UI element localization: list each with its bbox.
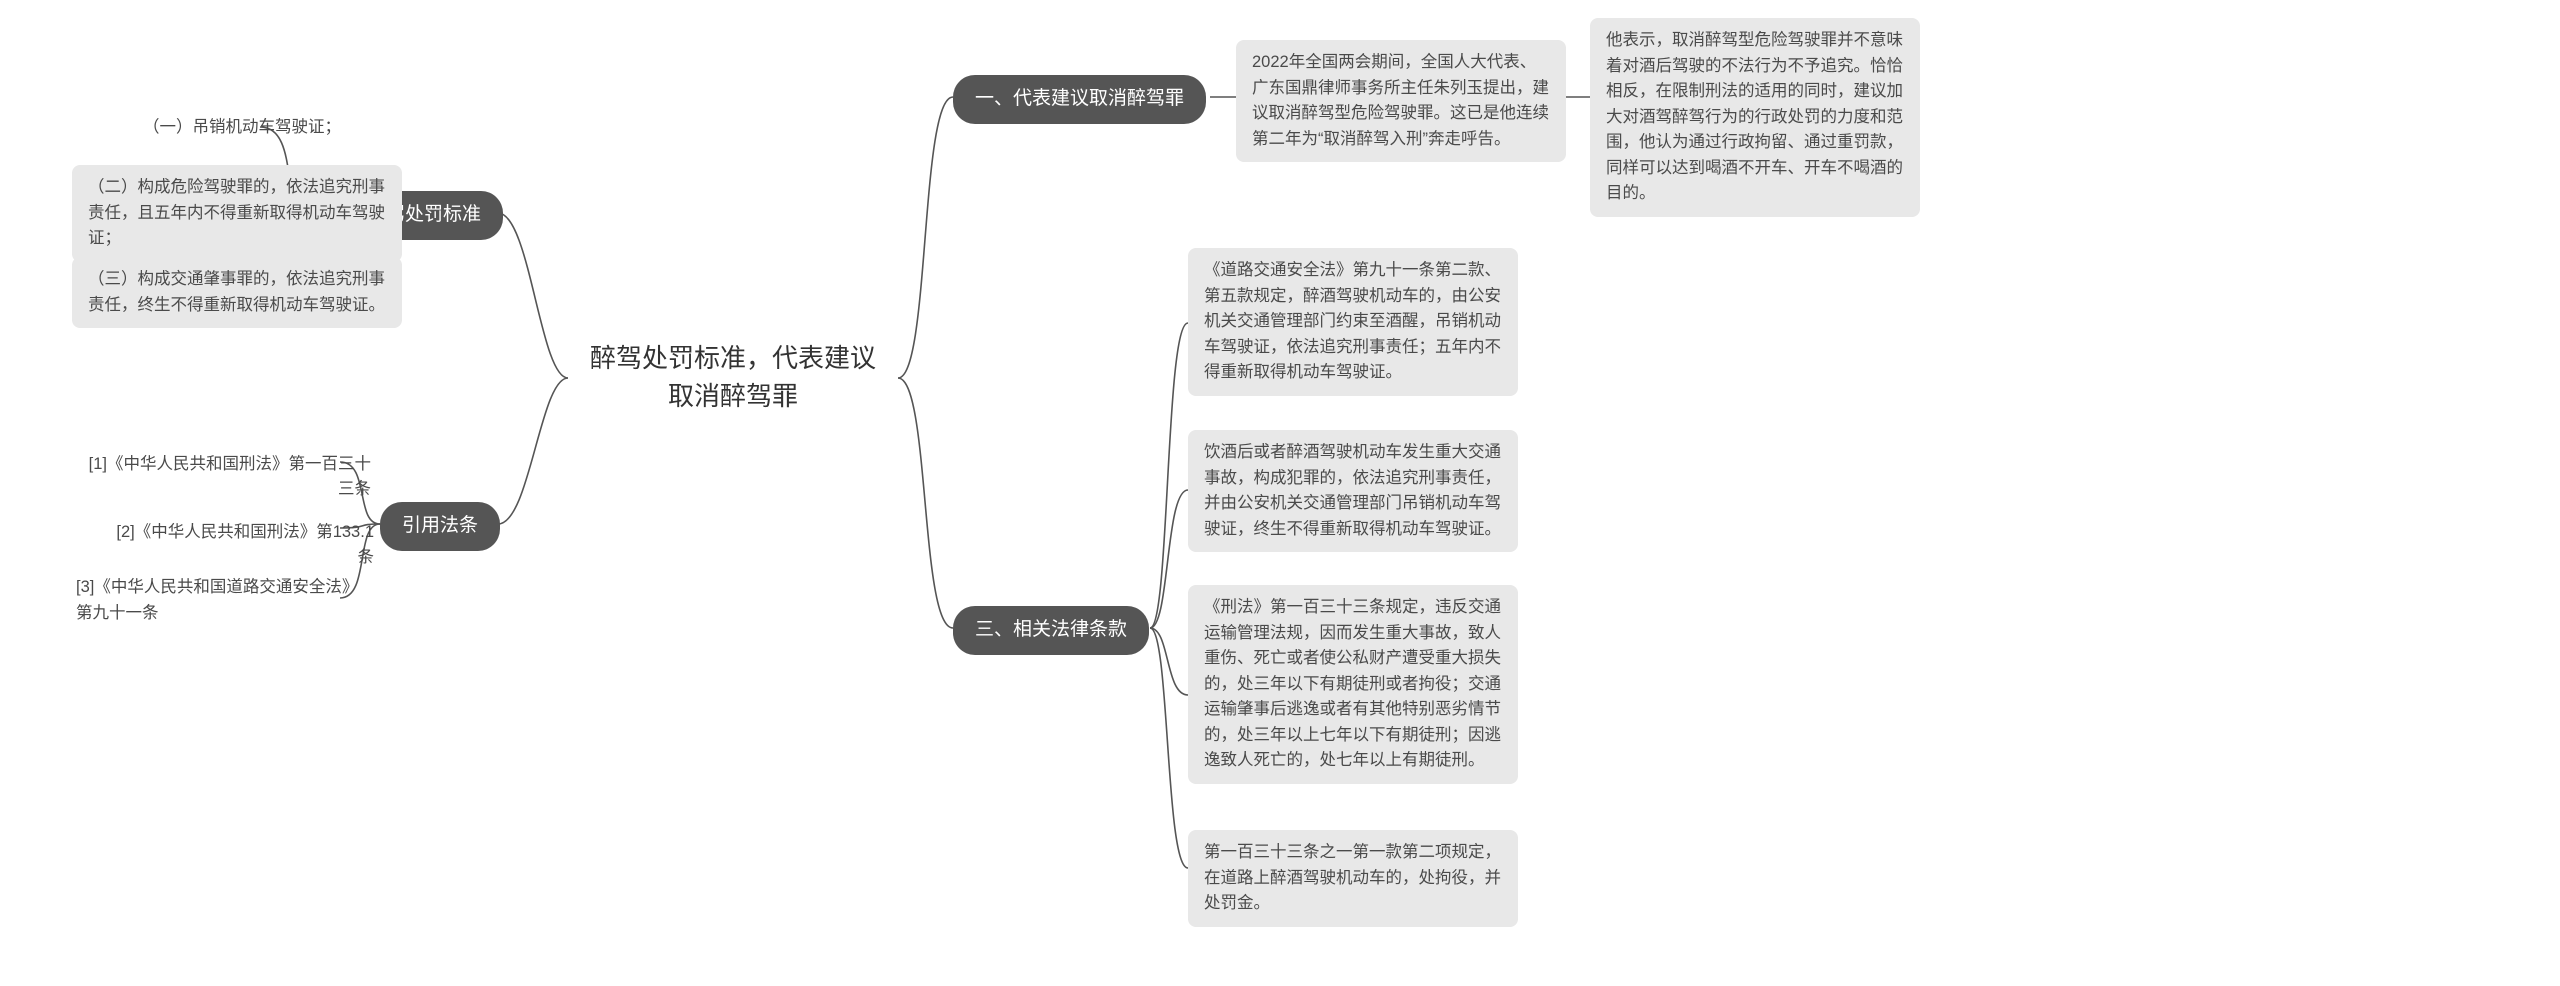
leaf-b3-1-text: 《道路交通安全法》第九十一条第二款、第五款规定，醉酒驾驶机动车的，由公安机关交通…	[1204, 261, 1501, 381]
leaf-b2-1-text: （一）吊销机动车驾驶证；	[143, 118, 341, 136]
root-line2: 取消醉驾罪	[668, 381, 798, 411]
leaf-b3-2-text: 饮酒后或者醉酒驾驶机动车发生重大交通事故，构成犯罪的，依法追究刑事责任，并由公安…	[1204, 443, 1501, 538]
leaf-b2-2: （二）构成危险驾驶罪的，依法追究刑事责任，且五年内不得重新取得机动车驾驶证；	[72, 165, 402, 262]
leaf-b1-1-text: 2022年全国两会期间，全国人大代表、广东国鼎律师事务所主任朱列玉提出，建议取消…	[1252, 53, 1549, 148]
leaf-b4-1: [1]《中华人民共和国刑法》第一百三十三条	[67, 442, 387, 512]
leaf-b1-2: 他表示，取消醉驾型危险驾驶罪并不意味着对酒后驾驶的不法行为不予追究。恰恰相反，在…	[1590, 18, 1920, 217]
leaf-b3-4-text: 第一百三十三条之一第一款第二项规定，在道路上醉酒驾驶机动车的，处拘役，并处罚金。	[1204, 843, 1501, 912]
branch-4-label: 引用法条	[402, 515, 478, 536]
leaf-b2-1: （一）吊销机动车驾驶证；	[127, 105, 382, 150]
leaf-b4-3: [3]《中华人民共和国道路交通安全法》第九十一条	[60, 565, 390, 636]
branch-4[interactable]: 引用法条	[380, 502, 500, 551]
leaf-b3-3: 《刑法》第一百三十三条规定，违反交通运输管理法规，因而发生重大事故，致人重伤、死…	[1188, 585, 1518, 784]
leaf-b4-3-text: [3]《中华人民共和国道路交通安全法》第九十一条	[76, 578, 358, 622]
branch-3-label: 三、相关法律条款	[975, 619, 1127, 640]
root-node: 醉驾处罚标准，代表建议 取消醉驾罪	[568, 340, 898, 415]
leaf-b1-2-text: 他表示，取消醉驾型危险驾驶罪并不意味着对酒后驾驶的不法行为不予追究。恰恰相反，在…	[1606, 31, 1903, 202]
leaf-b3-1: 《道路交通安全法》第九十一条第二款、第五款规定，醉酒驾驶机动车的，由公安机关交通…	[1188, 248, 1518, 396]
leaf-b2-3: （三）构成交通肇事罪的，依法追究刑事责任，终生不得重新取得机动车驾驶证。	[72, 257, 402, 328]
branch-3[interactable]: 三、相关法律条款	[953, 606, 1149, 655]
leaf-b3-4: 第一百三十三条之一第一款第二项规定，在道路上醉酒驾驶机动车的，处拘役，并处罚金。	[1188, 830, 1518, 927]
leaf-b1-1: 2022年全国两会期间，全国人大代表、广东国鼎律师事务所主任朱列玉提出，建议取消…	[1236, 40, 1566, 162]
branch-1[interactable]: 一、代表建议取消醉驾罪	[953, 75, 1206, 124]
leaf-b2-3-text: （三）构成交通肇事罪的，依法追究刑事责任，终生不得重新取得机动车驾驶证。	[88, 270, 385, 314]
leaf-b3-2: 饮酒后或者醉酒驾驶机动车发生重大交通事故，构成犯罪的，依法追究刑事责任，并由公安…	[1188, 430, 1518, 552]
leaf-b4-1-text: [1]《中华人民共和国刑法》第一百三十三条	[89, 455, 371, 498]
leaf-b3-3-text: 《刑法》第一百三十三条规定，违反交通运输管理法规，因而发生重大事故，致人重伤、死…	[1204, 598, 1501, 769]
leaf-b4-2-text: [2]《中华人民共和国刑法》第133.1条	[116, 523, 374, 566]
leaf-b2-2-text: （二）构成危险驾驶罪的，依法追究刑事责任，且五年内不得重新取得机动车驾驶证；	[88, 178, 385, 247]
root-line1: 醉驾处罚标准，代表建议	[590, 343, 876, 373]
branch-1-label: 一、代表建议取消醉驾罪	[975, 88, 1184, 109]
